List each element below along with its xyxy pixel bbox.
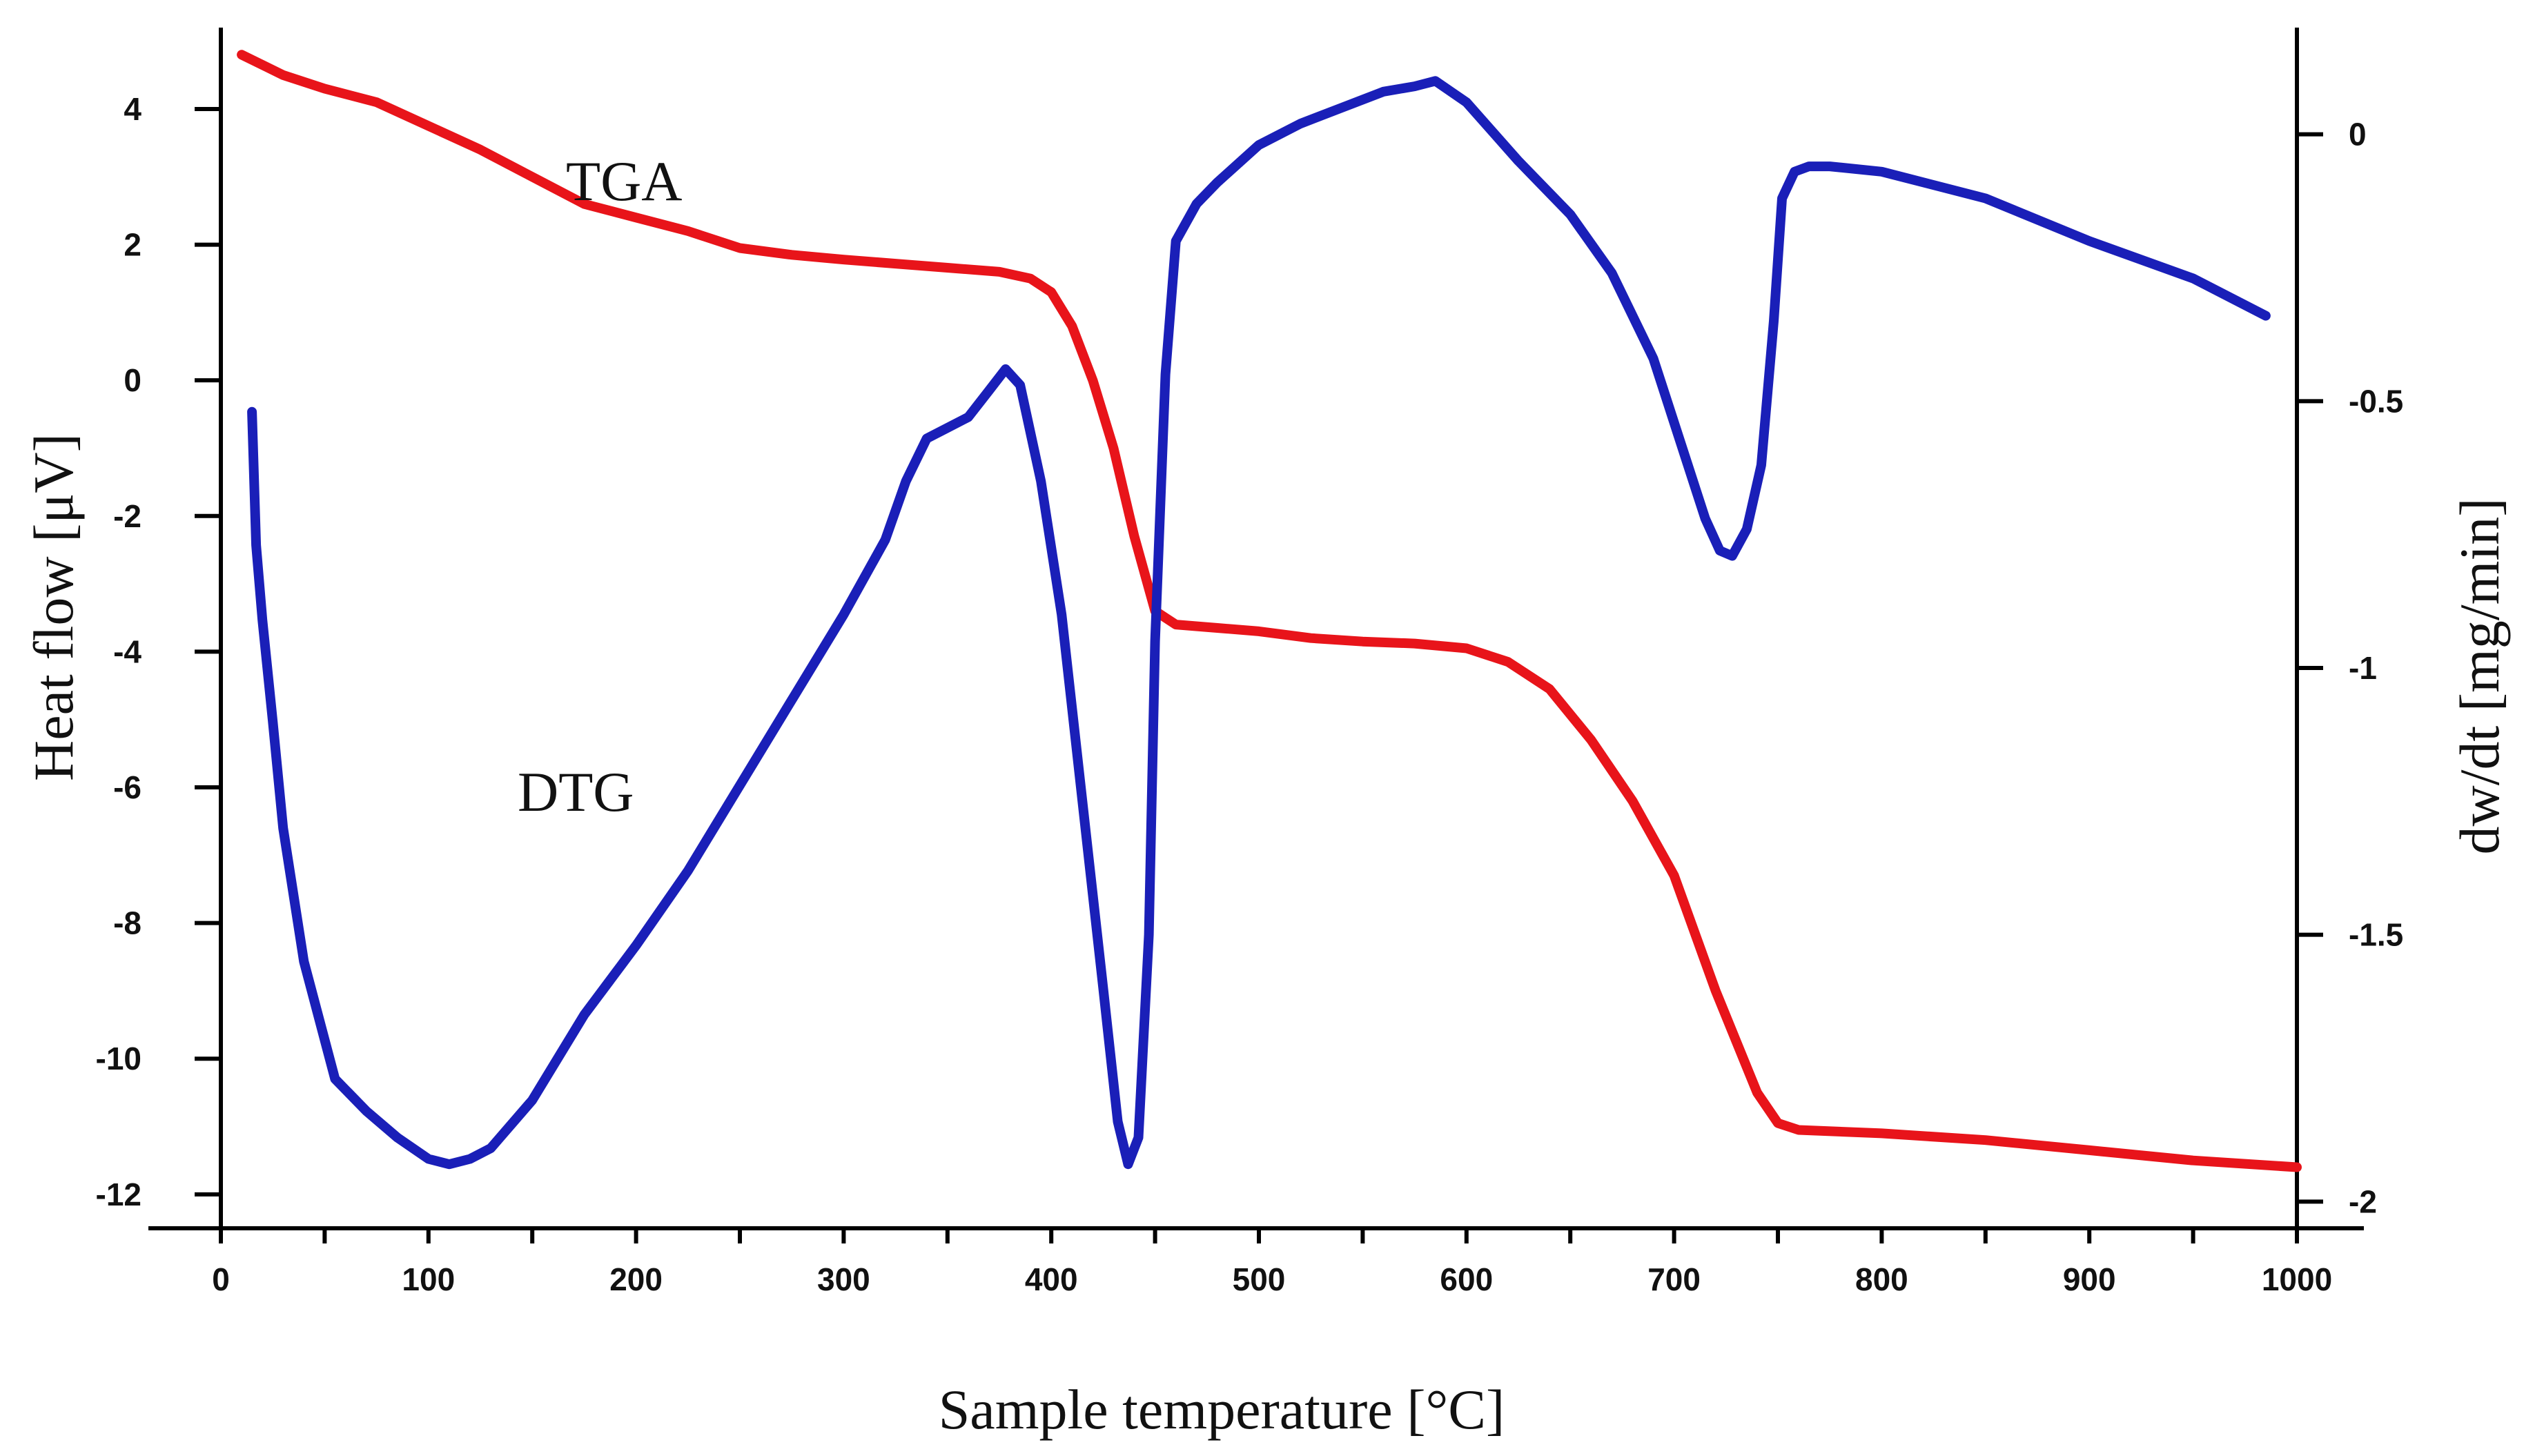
y-left-ticks: 4 2 0 -2 -4 -6 -8 -10 -12 [96,91,221,1212]
dtg-curve [247,76,2271,1170]
y-left-tick-label: -10 [96,1041,141,1076]
tga-curve [237,50,2302,1172]
x-tick-label: 900 [2063,1261,2116,1297]
y-left-tick-label: -8 [113,905,141,941]
x-tick-label: 100 [402,1261,455,1297]
x-tick-label: 500 [1233,1261,1286,1297]
y-right-tick-label: -2 [2349,1183,2377,1219]
y-axis-right-title: dw/dt [mg/min] [2448,498,2511,854]
y-right-tick-label: 0 [2349,117,2367,153]
y-left-tick-label: 2 [124,227,141,263]
y-left-tick-label: -6 [113,769,141,805]
x-tick-label: 300 [817,1261,870,1297]
y-right-ticks: 0 -0.5 -1 -1.5 -2 [2297,117,2403,1219]
y-right-tick-label: -1 [2349,650,2377,686]
y-left-tick-label: -2 [113,498,141,534]
y-right-tick-label: -0.5 [2349,383,2403,419]
y-right-tick-label: -1.5 [2349,917,2403,953]
x-tick-label: 400 [1025,1261,1078,1297]
y-left-tick-label: -4 [113,633,141,669]
x-tick-label: 1000 [2262,1261,2332,1297]
x-tick-label: 700 [1647,1261,1701,1297]
tga-label: TGA [566,150,683,213]
x-axis-title: Sample temperature [°C] [939,1378,1505,1441]
x-ticks: 0 100 200 300 400 500 600 700 800 900 1000 [212,1228,2332,1297]
y-left-tick-label: -12 [96,1177,141,1212]
x-tick-label: 0 [212,1261,230,1297]
x-tick-label: 600 [1440,1261,1493,1297]
y-axis-left-title: Heat flow [μV] [22,433,85,781]
x-tick-label: 200 [609,1261,663,1297]
x-tick-label: 800 [1855,1261,1908,1297]
dtg-label: DTG [518,760,634,823]
y-left-tick-label: 0 [124,362,141,398]
y-left-tick-label: 4 [124,91,141,127]
